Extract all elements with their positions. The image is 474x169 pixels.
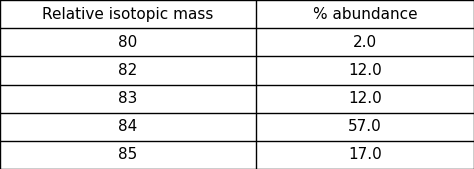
Text: 17.0: 17.0 xyxy=(348,147,382,162)
Bar xyxy=(0,28,256,56)
Text: 12.0: 12.0 xyxy=(348,91,382,106)
Text: 2.0: 2.0 xyxy=(353,35,377,50)
Text: 12.0: 12.0 xyxy=(348,63,382,78)
Text: 80: 80 xyxy=(118,35,137,50)
Text: 84: 84 xyxy=(118,119,137,134)
Bar xyxy=(256,0,474,28)
Text: 85: 85 xyxy=(118,147,137,162)
Text: Relative isotopic mass: Relative isotopic mass xyxy=(42,7,214,22)
Bar xyxy=(256,56,474,84)
Text: % abundance: % abundance xyxy=(313,7,417,22)
Text: 83: 83 xyxy=(118,91,137,106)
Bar xyxy=(0,141,256,169)
Bar xyxy=(256,84,474,113)
Bar xyxy=(0,0,256,28)
Text: 57.0: 57.0 xyxy=(348,119,382,134)
Bar xyxy=(0,113,256,141)
Bar xyxy=(0,56,256,84)
Bar xyxy=(256,28,474,56)
Bar xyxy=(0,84,256,113)
Bar xyxy=(256,113,474,141)
Bar xyxy=(256,141,474,169)
Text: 82: 82 xyxy=(118,63,137,78)
